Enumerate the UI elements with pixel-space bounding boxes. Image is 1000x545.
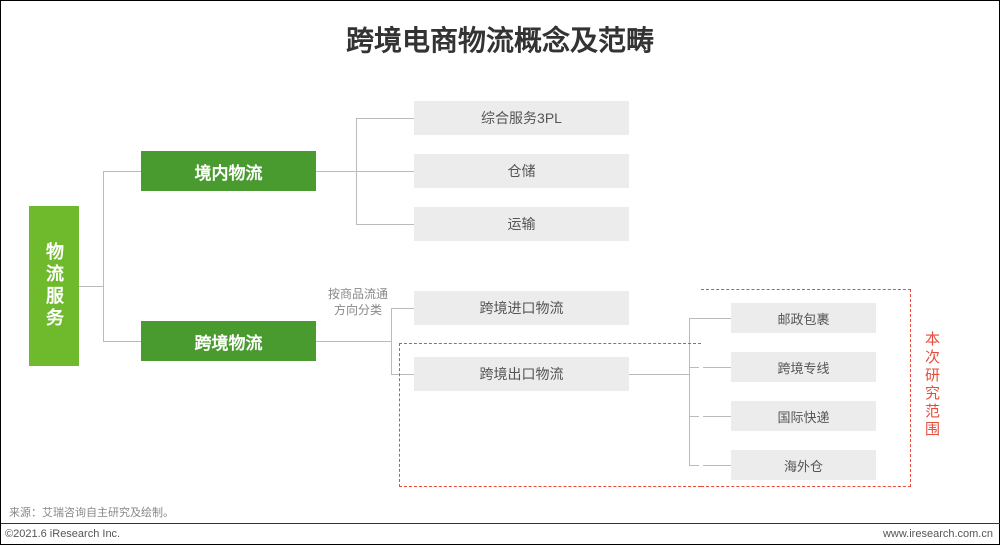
l2-annotation: 按商品流通方向分类 <box>323 287 393 318</box>
page-title: 跨境电商物流概念及范畴 <box>1 1 999 59</box>
l3-3pl: 综合服务3PL <box>414 101 629 135</box>
scope-label: 本次研究范围 <box>921 331 942 439</box>
l3-import: 跨境进口物流 <box>414 291 629 325</box>
l3-warehouse: 仓储 <box>414 154 629 188</box>
footer-divider <box>1 523 1000 524</box>
l2-domestic: 境内物流 <box>141 151 316 191</box>
tree-diagram: 物流服务 境内物流 跨境物流 按商品流通方向分类 综合服务3PL 仓储 运输 跨… <box>1 71 1000 501</box>
website-text: www.iresearch.com.cn <box>883 528 993 540</box>
scope-highlight-right <box>701 289 911 487</box>
copyright-text: ©2021.6 iResearch Inc. <box>5 528 120 540</box>
source-text: 来源：艾瑞咨询自主研究及绘制。 <box>9 504 174 520</box>
scope-highlight-left <box>399 343 701 487</box>
root-node: 物流服务 <box>29 206 79 366</box>
l3-transport: 运输 <box>414 207 629 241</box>
l2-crossborder: 跨境物流 <box>141 321 316 361</box>
